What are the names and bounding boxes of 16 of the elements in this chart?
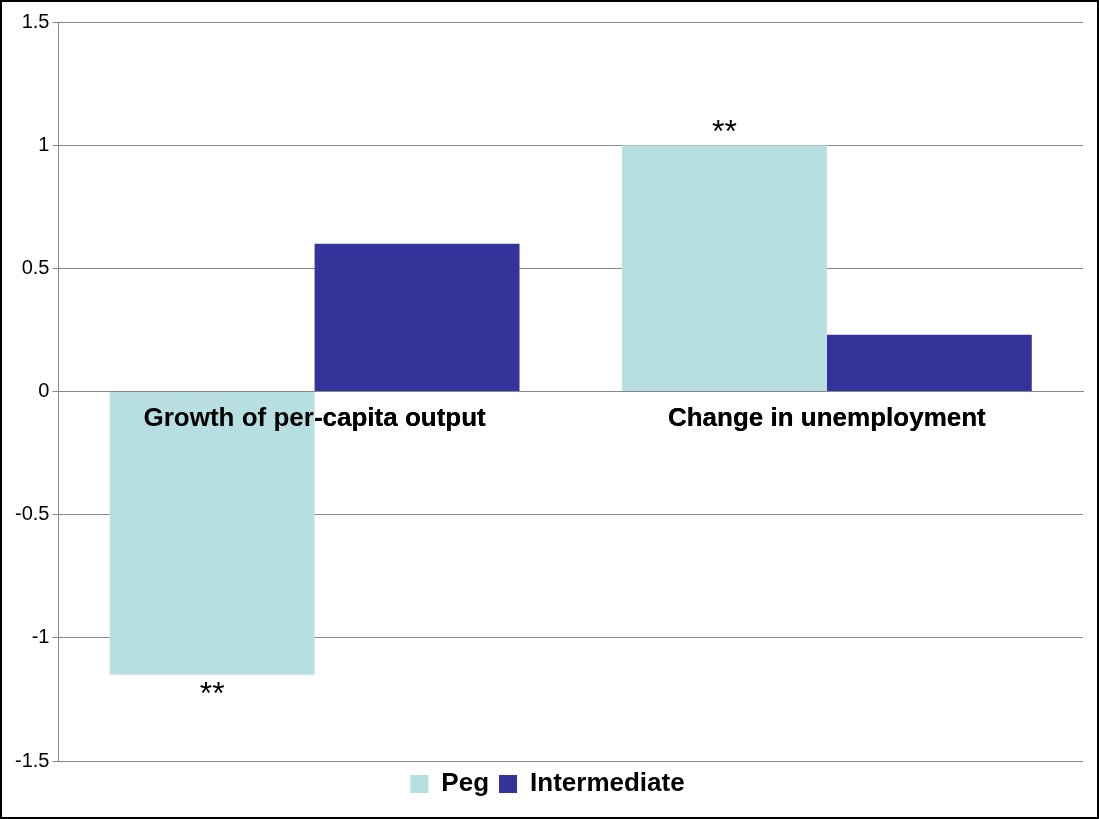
- y-tick-label: 0.5: [21, 255, 50, 278]
- x-tick-label: Growth of per-capita output: [143, 402, 487, 433]
- y-tick-label: -0.5: [14, 502, 50, 525]
- y-tick-label: 1.5: [21, 9, 50, 32]
- bar: [826, 334, 1032, 391]
- y-tick-label: -1: [31, 625, 50, 648]
- x-tick-label: Change in unemployment: [667, 402, 987, 433]
- bar: [314, 243, 520, 391]
- legend-label: Peg: [441, 767, 490, 798]
- annotation: **: [199, 674, 225, 711]
- annotation: **: [711, 112, 737, 149]
- y-tick-label: 0: [38, 379, 50, 402]
- y-tick-label: -1.5: [14, 748, 50, 771]
- bar: [621, 145, 827, 391]
- legend-label: Intermediate: [530, 767, 685, 798]
- y-tick-label: 1: [38, 132, 50, 155]
